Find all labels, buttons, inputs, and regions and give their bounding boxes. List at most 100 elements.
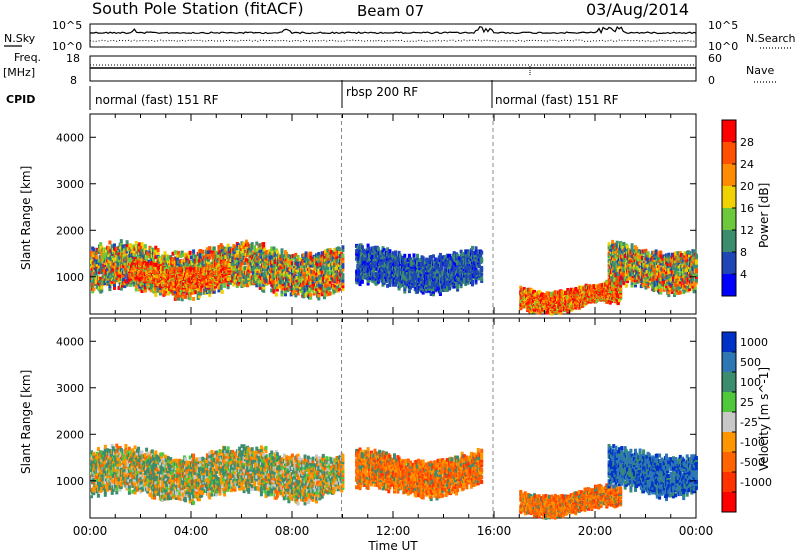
power-echo-cell bbox=[104, 253, 108, 257]
power-echo-cell bbox=[262, 285, 266, 290]
power-echo-cell bbox=[208, 255, 212, 260]
power-echo-cell bbox=[425, 285, 429, 289]
power-echo-cell bbox=[212, 286, 216, 291]
power-echo-cell bbox=[125, 243, 129, 248]
power-echo-cell bbox=[179, 254, 183, 258]
power-echo-cell bbox=[290, 283, 294, 288]
power-echo-cell bbox=[142, 260, 146, 265]
power-echo-cell bbox=[181, 294, 185, 299]
power-echo-cell bbox=[313, 273, 317, 278]
power-echo-cell bbox=[179, 288, 183, 293]
power-echo-cell bbox=[303, 270, 307, 275]
power-echo-cell bbox=[360, 279, 364, 284]
power-echo-cell bbox=[285, 257, 289, 262]
power-echo-cell bbox=[324, 292, 328, 297]
power-echo-cell bbox=[239, 275, 243, 280]
power-echo-cell bbox=[341, 253, 345, 258]
power-echo-cell bbox=[199, 288, 202, 293]
power-echo-cell bbox=[320, 289, 324, 294]
power-echo-cell bbox=[95, 255, 99, 260]
power-echo-cell bbox=[238, 266, 242, 271]
power-echo-cell bbox=[356, 280, 360, 285]
power-echo-cell bbox=[163, 291, 167, 296]
power-echo-cell bbox=[328, 291, 332, 296]
power-echo-cell bbox=[302, 272, 306, 277]
power-echo-cell bbox=[411, 284, 415, 288]
power-echo-cell bbox=[301, 277, 305, 282]
power-echo-cell bbox=[156, 251, 160, 255]
power-echo-cell bbox=[318, 259, 322, 264]
power-echo-cell bbox=[255, 280, 259, 285]
power-echo-cell bbox=[227, 263, 231, 267]
power-echo-cell bbox=[294, 293, 298, 298]
power-echo-cell bbox=[333, 247, 337, 252]
power-echo-cell bbox=[259, 269, 263, 274]
power-echo-cell bbox=[256, 254, 260, 259]
power-echo-cell bbox=[356, 254, 360, 259]
power-echo-cell bbox=[313, 256, 317, 261]
power-echo-cell bbox=[328, 279, 332, 284]
power-echo-cell bbox=[99, 248, 103, 253]
power-echo-cell bbox=[272, 281, 276, 285]
power-echo-cell bbox=[111, 267, 115, 272]
power-echo-cell bbox=[192, 252, 196, 257]
power-echo-cell bbox=[234, 247, 238, 252]
power-echo-cell bbox=[244, 239, 248, 244]
power-echo-cell bbox=[188, 250, 192, 255]
power-echo-cell bbox=[298, 257, 302, 262]
power-echo-cell bbox=[333, 288, 337, 293]
power-echo-cell bbox=[228, 280, 232, 285]
power-echo-cell bbox=[320, 253, 324, 258]
power-echo-cell bbox=[255, 241, 259, 246]
power-echo-cell bbox=[143, 247, 147, 251]
power-echo-cell bbox=[146, 285, 150, 290]
power-echo-cell bbox=[320, 284, 324, 288]
power-echo-cell bbox=[116, 265, 120, 270]
power-echo-cell bbox=[404, 284, 408, 289]
power-echo-cell bbox=[427, 258, 431, 263]
power-echo-cell bbox=[253, 281, 256, 286]
power-echo-cell bbox=[308, 266, 312, 271]
power-echo-cell bbox=[239, 259, 243, 263]
power-echo-cell bbox=[139, 279, 143, 284]
power-echo-cell bbox=[123, 284, 127, 289]
power-echo-cell bbox=[312, 291, 316, 296]
power-echo-cell bbox=[302, 286, 306, 291]
power-echo-cell bbox=[326, 277, 330, 282]
power-echo-cell bbox=[110, 279, 114, 284]
power-echo-cell bbox=[133, 253, 137, 258]
freq-tick-top: 18 bbox=[66, 52, 80, 65]
power-echo-cell bbox=[332, 270, 336, 275]
power-echo-cell bbox=[94, 279, 98, 284]
power-echo-cell bbox=[269, 251, 272, 256]
power-echo-cell bbox=[189, 290, 193, 295]
power-echo-cell bbox=[320, 292, 324, 297]
power-echo-cell bbox=[289, 265, 293, 270]
power-echo-cell bbox=[95, 262, 99, 267]
power-echo-cell bbox=[421, 290, 425, 295]
power-echo-cell bbox=[293, 291, 297, 296]
power-echo-cell bbox=[326, 266, 330, 270]
power-echo-cell bbox=[141, 245, 145, 249]
power-echo-cell bbox=[341, 284, 345, 289]
power-echo-cell bbox=[243, 266, 247, 270]
cpid-segment-2: rbsp 200 RF bbox=[346, 85, 418, 99]
power-echo-cell bbox=[217, 288, 221, 293]
power-echo-cell bbox=[191, 267, 194, 272]
power-echo-cell bbox=[376, 253, 380, 258]
power-echo-cell bbox=[341, 273, 345, 278]
power-echo-cell bbox=[341, 256, 345, 261]
power-echo-cell bbox=[170, 265, 174, 270]
power-echo-cell bbox=[117, 286, 121, 290]
power-echo-cell bbox=[208, 292, 212, 297]
power-echo-cell bbox=[100, 288, 104, 293]
power-echo-cell bbox=[181, 252, 185, 257]
power-echo-cell bbox=[166, 291, 170, 296]
power-echo-cell bbox=[425, 280, 429, 285]
power-echo-cell bbox=[233, 280, 237, 285]
freq-tick-bottom: 8 bbox=[70, 74, 77, 87]
power-echo-cell bbox=[208, 289, 212, 294]
power-echo-cell bbox=[263, 266, 267, 271]
power-echo-cell bbox=[309, 295, 313, 300]
power-echo-cell bbox=[157, 260, 161, 265]
